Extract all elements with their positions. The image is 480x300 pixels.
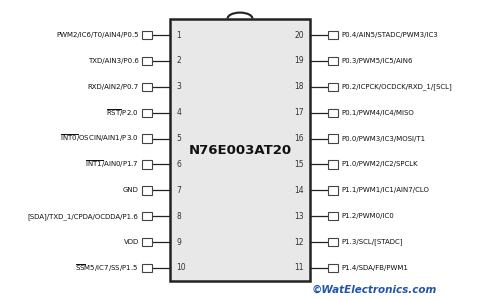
Text: 15: 15 [294,160,304,169]
Text: P0.2/ICPCK/OCDCK/RXD_1/[SCL]: P0.2/ICPCK/OCDCK/RXD_1/[SCL] [341,83,452,90]
Text: P0.3/PWM5/IC5/AIN6: P0.3/PWM5/IC5/AIN6 [341,58,413,64]
Text: N76E003AT20: N76E003AT20 [189,143,291,157]
Text: 5: 5 [176,134,181,143]
Text: P1.2/PWM0/IC0: P1.2/PWM0/IC0 [341,213,394,219]
Bar [328,264,338,272]
Text: 12: 12 [294,238,304,247]
Bar [142,264,152,272]
Text: 6: 6 [176,160,181,169]
Text: P0.0/PWM3/IC3/MOSI/T1: P0.0/PWM3/IC3/MOSI/T1 [341,136,425,142]
Bar [142,109,152,117]
Text: 13: 13 [294,212,304,221]
Text: $\overline{\mathrm{INT0}}$$\mathrm{/OSCIN/AIN1/P3.0}$: $\overline{\mathrm{INT0}}$$\mathrm{/OSCI… [60,133,139,144]
Text: 11: 11 [294,263,304,272]
Bar [142,238,152,246]
Text: P1.1/PWM1/IC1/AIN7/CLO: P1.1/PWM1/IC1/AIN7/CLO [341,187,429,193]
Text: TXD/AIN3/P0.6: TXD/AIN3/P0.6 [88,58,139,64]
Text: $\overline{\mathrm{INT1}}$$\mathrm{/AIN0/P1.7}$: $\overline{\mathrm{INT1}}$$\mathrm{/AIN0… [85,159,139,170]
Text: RXD/AIN2/P0.7: RXD/AIN2/P0.7 [87,84,139,90]
Bar [142,186,152,194]
Bar [328,57,338,65]
Bar [142,212,152,220]
Text: 7: 7 [176,186,181,195]
Text: 3: 3 [176,82,181,91]
Text: PWM2/IC6/T0/AIN4/P0.5: PWM2/IC6/T0/AIN4/P0.5 [56,32,139,38]
Text: P1.4/SDA/FB/PWM1: P1.4/SDA/FB/PWM1 [341,265,408,271]
Bar [328,31,338,39]
Text: GND: GND [123,187,139,193]
Text: P1.3/SCL/[STADC]: P1.3/SCL/[STADC] [341,239,403,245]
Bar [328,186,338,194]
Bar [328,238,338,246]
Bar [328,160,338,169]
Text: 9: 9 [176,238,181,247]
Bar [328,134,338,143]
Text: [SDA]/TXD_1/CPDA/OCDDA/P1.6: [SDA]/TXD_1/CPDA/OCDDA/P1.6 [28,213,139,220]
Bar [142,160,152,169]
Bar [142,134,152,143]
Text: 19: 19 [294,56,304,65]
Text: VDD: VDD [123,239,139,245]
Bar [142,82,152,91]
Text: $\overline{\mathrm{SS}}$$\mathrm{M5/IC7/SS/P1.5}$: $\overline{\mathrm{SS}}$$\mathrm{M5/IC7/… [75,262,139,274]
Bar [142,57,152,65]
Text: 20: 20 [294,31,304,40]
Text: 1: 1 [176,31,181,40]
Text: ©WatElectronics.com: ©WatElectronics.com [312,284,437,295]
Bar [328,212,338,220]
Text: 8: 8 [176,212,181,221]
Text: 17: 17 [294,108,304,117]
Text: 2: 2 [176,56,181,65]
Text: P1.0/PWM2/IC2/SPCLK: P1.0/PWM2/IC2/SPCLK [341,161,418,167]
Text: 14: 14 [294,186,304,195]
Bar [170,19,310,281]
Text: $\overline{\mathrm{RST}}$$\mathrm{/P2.0}$: $\overline{\mathrm{RST}}$$\mathrm{/P2.0}… [106,107,139,118]
Bar [328,109,338,117]
Bar [328,82,338,91]
Text: P0.4/AIN5/STADC/PWM3/IC3: P0.4/AIN5/STADC/PWM3/IC3 [341,32,438,38]
Text: 10: 10 [176,263,186,272]
Text: P0.1/PWM4/IC4/MISO: P0.1/PWM4/IC4/MISO [341,110,414,116]
Bar [142,31,152,39]
Text: 4: 4 [176,108,181,117]
Text: 16: 16 [294,134,304,143]
Text: 18: 18 [294,82,304,91]
